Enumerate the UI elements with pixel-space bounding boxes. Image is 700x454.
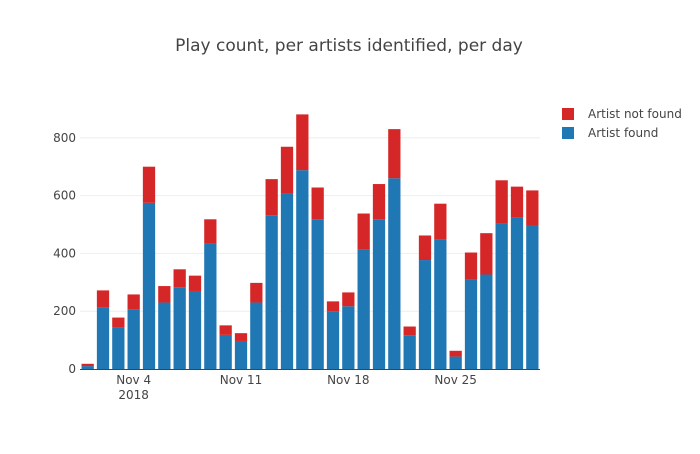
- bar-artist-found[interactable]: [403, 335, 416, 369]
- bar-artist-not-found[interactable]: [219, 325, 232, 335]
- bar-artist-found[interactable]: [480, 274, 493, 370]
- chart-title: Play count, per artists identified, per …: [175, 36, 523, 56]
- y-tick-label: 400: [53, 246, 76, 260]
- bar-artist-not-found[interactable]: [265, 179, 278, 216]
- bar-artist-not-found[interactable]: [250, 282, 263, 303]
- bar-artist-not-found[interactable]: [480, 233, 493, 275]
- bar-artist-not-found[interactable]: [296, 114, 309, 171]
- bar-artist-found[interactable]: [250, 302, 263, 369]
- bar-artist-not-found[interactable]: [96, 290, 110, 308]
- bar-artist-not-found[interactable]: [449, 350, 462, 357]
- bar-artist-not-found[interactable]: [357, 213, 370, 250]
- bar-artist-not-found[interactable]: [372, 184, 386, 220]
- bar-artist-found[interactable]: [96, 307, 110, 369]
- bar-artist-found[interactable]: [418, 260, 432, 369]
- x-tick-label: Nov 11: [220, 373, 263, 387]
- bar-artist-found[interactable]: [342, 306, 355, 369]
- bar-artist-not-found[interactable]: [418, 235, 432, 261]
- bar-artist-found[interactable]: [526, 225, 539, 369]
- legend-swatch: [562, 108, 574, 120]
- bar-artist-found[interactable]: [296, 170, 309, 369]
- bar-artist-not-found[interactable]: [464, 252, 478, 280]
- y-axis-ticks: 0 200 400 600 800: [53, 131, 76, 376]
- bar-artist-not-found[interactable]: [510, 186, 524, 218]
- y-tick-label: 800: [53, 131, 76, 145]
- legend-label: Artist found: [588, 126, 658, 140]
- x-tick-label: Nov 4: [116, 373, 151, 387]
- legend-item[interactable]: Artist not found: [562, 107, 682, 121]
- bar-artist-not-found[interactable]: [526, 190, 539, 226]
- bar-artist-found[interactable]: [265, 215, 278, 369]
- bar-artist-found[interactable]: [173, 287, 186, 369]
- bar-artist-found[interactable]: [112, 327, 125, 369]
- bar-artist-not-found[interactable]: [158, 286, 171, 303]
- bar-artist-not-found[interactable]: [434, 203, 447, 240]
- bar-artist-found[interactable]: [388, 178, 401, 369]
- x-tick-label: Nov 25: [434, 373, 477, 387]
- bar-artist-found[interactable]: [357, 249, 370, 369]
- y-tick-label: 0: [68, 362, 76, 376]
- legend-label: Artist not found: [588, 107, 682, 121]
- y-tick-label: 600: [53, 189, 76, 203]
- bar-artist-found[interactable]: [449, 356, 462, 369]
- bar-artist-not-found[interactable]: [81, 363, 94, 367]
- bar-artist-found[interactable]: [280, 193, 294, 369]
- bar-artist-not-found[interactable]: [188, 275, 202, 291]
- bar-artist-found[interactable]: [142, 202, 156, 369]
- bar-artist-not-found[interactable]: [173, 269, 186, 288]
- bar-artist-not-found[interactable]: [342, 292, 355, 307]
- y-gridlines: [80, 137, 540, 312]
- bar-artist-not-found[interactable]: [388, 129, 401, 179]
- bar-artist-found[interactable]: [188, 290, 202, 369]
- bar-artist-found[interactable]: [434, 239, 447, 369]
- bar-artist-found[interactable]: [464, 279, 478, 369]
- bars: [81, 114, 539, 370]
- bar-artist-not-found[interactable]: [280, 146, 294, 194]
- bar-artist-not-found[interactable]: [311, 187, 324, 220]
- bar-artist-not-found[interactable]: [403, 326, 416, 336]
- bar-artist-not-found[interactable]: [234, 333, 248, 341]
- bar-artist-found[interactable]: [311, 219, 324, 369]
- legend-swatch: [562, 127, 574, 139]
- bar-artist-found[interactable]: [510, 217, 524, 369]
- legend-item[interactable]: Artist found: [562, 126, 658, 140]
- bar-artist-not-found[interactable]: [142, 166, 156, 203]
- bar-artist-found[interactable]: [495, 223, 508, 369]
- bar-artist-found[interactable]: [204, 243, 217, 369]
- bar-artist-found[interactable]: [372, 219, 386, 369]
- bar-artist-found[interactable]: [158, 302, 171, 369]
- bar-artist-not-found[interactable]: [112, 317, 125, 328]
- bar-artist-found[interactable]: [81, 366, 94, 369]
- bar-artist-found[interactable]: [234, 340, 248, 369]
- bar-artist-found[interactable]: [326, 311, 340, 369]
- legend[interactable]: Artist not found Artist found: [562, 107, 682, 140]
- y-tick-label: 200: [53, 304, 76, 318]
- x-tick-label: Nov 18: [327, 373, 370, 387]
- bar-artist-not-found[interactable]: [204, 219, 217, 244]
- bar-artist-not-found[interactable]: [326, 301, 340, 312]
- bar-artist-not-found[interactable]: [495, 180, 508, 224]
- bar-artist-found[interactable]: [219, 334, 232, 369]
- bar-artist-not-found[interactable]: [127, 294, 140, 310]
- x-tick-year-label: 2018: [118, 388, 149, 402]
- bar-artist-found[interactable]: [127, 309, 140, 369]
